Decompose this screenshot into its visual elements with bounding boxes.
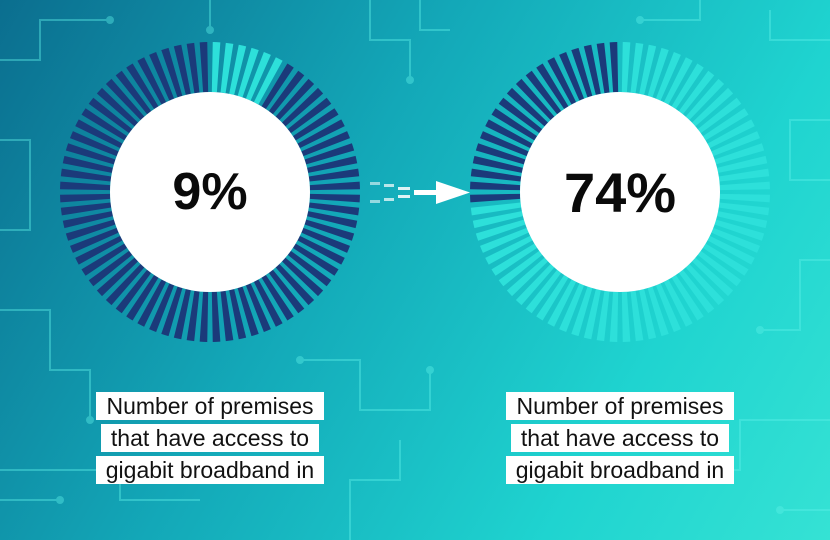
- caption-line: Number of premises: [96, 392, 323, 420]
- donut-value-left: 9%: [172, 162, 247, 222]
- caption-left: Number of premises that have access to g…: [60, 390, 360, 486]
- caption-right: Number of premises that have access to g…: [470, 390, 770, 486]
- caption-line: Number of premises: [506, 392, 733, 420]
- caption-line: gigabit broadband in: [96, 456, 324, 484]
- caption-line: that have access to: [511, 424, 729, 452]
- donut-value-right: 74%: [564, 160, 676, 225]
- donut-center-left: 9%: [110, 92, 310, 292]
- donut-chart-left: 9%: [60, 42, 360, 342]
- caption-line: that have access to: [101, 424, 319, 452]
- donut-center-right: 74%: [520, 92, 720, 292]
- donut-chart-right: 74%: [470, 42, 770, 342]
- caption-line: gigabit broadband in: [506, 456, 734, 484]
- arrow-icon: [370, 178, 470, 208]
